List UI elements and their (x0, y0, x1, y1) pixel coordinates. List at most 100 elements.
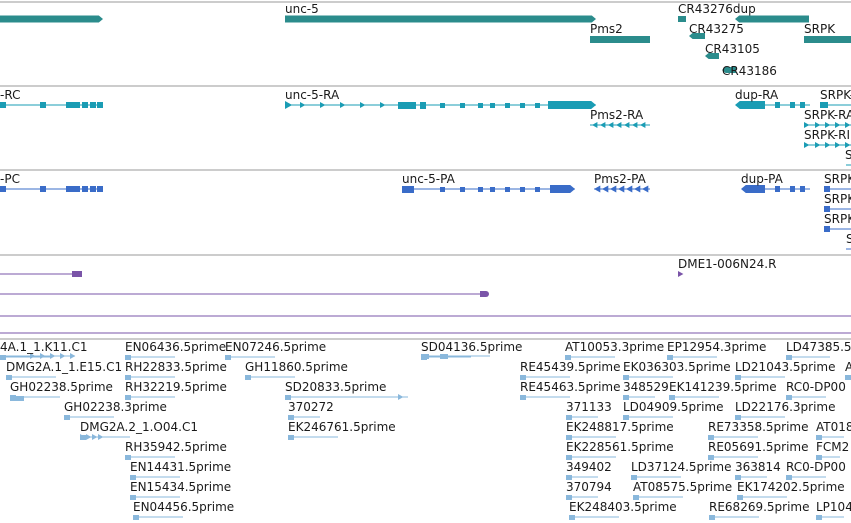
est-feature[interactable] (133, 515, 139, 520)
gene-feature[interactable] (590, 36, 650, 43)
est-feature[interactable] (130, 495, 136, 500)
gene-feature[interactable] (804, 36, 851, 43)
est-feature[interactable] (566, 415, 572, 420)
cds-feature[interactable] (775, 186, 780, 192)
gene-feature[interactable] (735, 15, 809, 23)
est-feature[interactable] (735, 375, 741, 380)
est-feature[interactable] (421, 354, 429, 359)
est-feature[interactable] (64, 415, 70, 420)
cds-feature[interactable] (741, 185, 765, 193)
est-feature[interactable] (125, 355, 131, 360)
est-feature[interactable] (566, 435, 572, 440)
est-feature[interactable] (6, 375, 12, 380)
gene-feature[interactable] (705, 53, 719, 59)
gene-feature[interactable] (0, 15, 103, 23)
cds-feature[interactable] (824, 186, 830, 192)
est-feature[interactable] (786, 475, 792, 480)
cds-feature[interactable] (460, 187, 465, 192)
est-feature[interactable] (125, 395, 131, 400)
exon-feature[interactable] (90, 102, 96, 108)
est-feature[interactable] (288, 415, 294, 420)
cds-feature[interactable] (800, 186, 805, 192)
cds-feature[interactable] (97, 186, 103, 192)
cds-feature[interactable] (478, 187, 483, 192)
cds-feature[interactable] (790, 186, 795, 192)
exon-feature[interactable] (66, 102, 74, 108)
est-feature[interactable] (708, 455, 714, 460)
est-feature[interactable] (520, 375, 526, 380)
gene-feature[interactable] (689, 33, 705, 39)
exon-feature[interactable] (735, 101, 765, 109)
est-feature[interactable] (816, 435, 822, 440)
exon-feature[interactable] (440, 103, 445, 108)
est-feature[interactable] (130, 475, 136, 480)
contig-feature[interactable] (72, 271, 82, 277)
est-feature[interactable] (631, 475, 637, 480)
cds-feature[interactable] (90, 186, 96, 192)
cds-feature[interactable] (0, 186, 6, 192)
est-feature[interactable] (623, 415, 629, 420)
gene-feature[interactable] (722, 67, 736, 73)
est-feature[interactable] (667, 355, 673, 360)
exon-feature[interactable] (40, 102, 46, 108)
cds-feature[interactable] (550, 185, 575, 193)
exon-feature[interactable] (490, 103, 495, 108)
est-feature[interactable] (845, 375, 851, 380)
cds-feature[interactable] (74, 186, 80, 192)
exon-feature[interactable] (820, 102, 828, 108)
gene-feature[interactable] (285, 15, 596, 23)
est-feature[interactable] (816, 515, 822, 520)
est-feature[interactable] (520, 395, 526, 400)
est-feature[interactable] (245, 375, 251, 380)
exon-feature[interactable] (0, 102, 6, 108)
est-feature[interactable] (566, 475, 572, 480)
cds-feature[interactable] (520, 187, 525, 192)
est-feature[interactable] (569, 515, 575, 520)
est-feature[interactable] (816, 455, 822, 460)
exon-feature[interactable] (478, 103, 483, 108)
exon-feature[interactable] (398, 102, 416, 109)
est-feature[interactable] (735, 415, 741, 420)
cds-feature[interactable] (490, 187, 495, 192)
est-feature[interactable] (125, 375, 131, 380)
exon-feature[interactable] (535, 103, 540, 108)
exon-feature[interactable] (548, 101, 596, 109)
exon-feature[interactable] (74, 102, 80, 108)
est-feature[interactable] (669, 395, 675, 400)
exon-feature[interactable] (420, 102, 426, 109)
est-feature[interactable] (786, 395, 792, 400)
exon-feature[interactable] (790, 102, 795, 108)
est-feature[interactable] (125, 455, 131, 460)
cds-feature[interactable] (402, 186, 414, 193)
cds-feature[interactable] (824, 206, 830, 212)
cds-feature[interactable] (824, 226, 830, 232)
est-feature[interactable] (735, 475, 741, 480)
cds-feature[interactable] (505, 187, 510, 192)
est-feature[interactable] (709, 515, 715, 520)
exon-feature[interactable] (800, 102, 805, 108)
est-feature[interactable] (623, 375, 629, 380)
est-feature[interactable] (440, 354, 448, 359)
exon-feature[interactable] (82, 102, 88, 108)
est-feature[interactable] (566, 455, 572, 460)
gene-feature[interactable] (678, 16, 686, 22)
est-feature[interactable] (708, 435, 714, 440)
cds-feature[interactable] (535, 187, 540, 192)
est-feature[interactable] (633, 495, 639, 500)
est-feature[interactable] (623, 395, 629, 400)
contig-feature[interactable] (480, 291, 489, 297)
cds-feature[interactable] (40, 186, 46, 192)
cds-feature[interactable] (440, 187, 445, 192)
exon-feature[interactable] (505, 103, 510, 108)
est-feature[interactable] (566, 495, 572, 500)
exon-feature[interactable] (520, 103, 525, 108)
exon-feature[interactable] (460, 103, 465, 108)
est-feature[interactable] (786, 355, 792, 360)
cds-feature[interactable] (66, 186, 74, 192)
est-feature[interactable] (10, 396, 24, 401)
exon-feature[interactable] (775, 102, 780, 108)
cds-feature[interactable] (82, 186, 88, 192)
est-feature[interactable] (565, 355, 571, 360)
est-feature[interactable] (288, 435, 294, 440)
